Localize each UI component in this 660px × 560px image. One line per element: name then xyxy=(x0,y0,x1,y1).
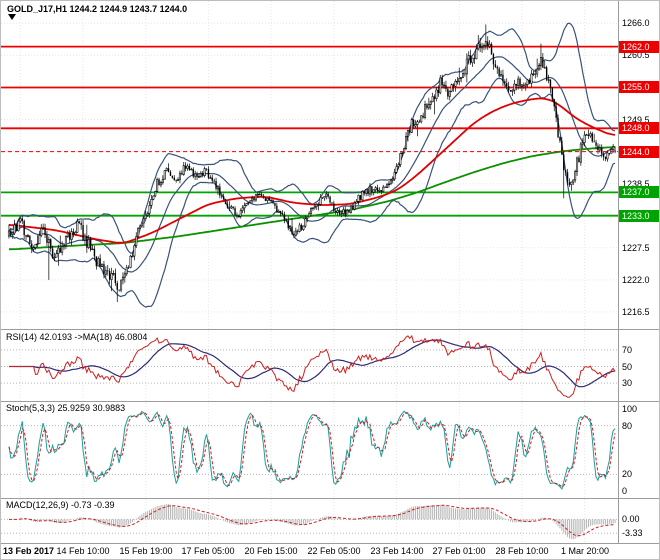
support-resistance-lines[interactable] xyxy=(1,45,619,217)
macd-signal-line xyxy=(9,504,616,537)
rsi-ma-line xyxy=(9,339,615,388)
price-tick-label: 1222.0 xyxy=(622,275,650,285)
rsi-tick-label: 30 xyxy=(622,378,633,388)
price-badge-resistance-1262: 1262.0 xyxy=(619,41,659,53)
macd-tick-label: -3.33 xyxy=(622,528,643,538)
stoch-tick-label: 0 xyxy=(622,486,628,496)
rsi-tick-label: 50 xyxy=(622,362,633,372)
candlesticks xyxy=(7,24,616,302)
price-tick-label: 1260.5 xyxy=(622,50,650,60)
price-tick-label: 1227.5 xyxy=(622,243,650,253)
time-axis-label: 13 Feb 2017 xyxy=(3,546,55,556)
symbol-ohlc-label: GOLD_J17,H1 1244.2 1244.9 1243.7 1244.0 xyxy=(7,4,188,14)
price-tick-label: 1238.5 xyxy=(622,179,650,189)
rsi-tick-label: 70 xyxy=(622,345,633,355)
time-axis-label: 23 Feb 14:00 xyxy=(370,546,424,556)
time-axis-label: 22 Feb 05:00 xyxy=(307,546,361,556)
trend-ma-red xyxy=(8,97,616,244)
price-tick-label: 1266.0 xyxy=(622,18,650,28)
rsi-panel[interactable] xyxy=(1,334,619,398)
stoch-tick-label: 20 xyxy=(622,469,633,479)
slow-ma-green xyxy=(8,146,615,251)
stoch-indicator-label: Stoch(5,3,3) 25.9259 30.9883 xyxy=(6,403,126,413)
stoch-k-line xyxy=(8,410,616,491)
chart-canvas[interactable] xyxy=(1,1,660,544)
time-axis-label: 27 Feb 01:00 xyxy=(432,546,486,556)
time-axis-label: 20 Feb 15:00 xyxy=(244,546,298,556)
chart-shift-marker-icon xyxy=(8,14,16,20)
price-badge-resistance-1255: 1255.0 xyxy=(619,81,659,93)
time-axis-label: 17 Feb 05:00 xyxy=(181,546,235,556)
stochastic-panel[interactable] xyxy=(1,410,619,491)
time-axis-label: 14 Feb 10:00 xyxy=(56,546,110,556)
price-tick-label: 1216.5 xyxy=(622,307,650,317)
macd-panel[interactable] xyxy=(1,504,619,540)
rsi-line xyxy=(9,334,616,398)
price-badge-support-1233: 1233.0 xyxy=(619,210,659,222)
time-axis-label: 28 Feb 10:00 xyxy=(495,546,549,556)
price-badge-resistance-1248: 1248.0 xyxy=(619,122,659,134)
rsi-indicator-label: RSI(14) 42.0193 ->MA(18) 46.0804 xyxy=(6,332,148,342)
panel-dividers xyxy=(1,1,659,544)
grid xyxy=(1,1,619,543)
time-axis-label: 1 Mar 20:00 xyxy=(560,546,610,556)
price-tick-label: 1249.5 xyxy=(622,115,650,125)
price-badge-support-1237: 1237.0 xyxy=(619,186,659,198)
stoch-tick-label: 100 xyxy=(622,404,638,414)
macd-tick-label: 0.00 xyxy=(622,514,640,524)
stoch-d-line xyxy=(8,412,616,488)
time-axis-label: 15 Feb 19:00 xyxy=(119,546,173,556)
current-price-badge: 1244.0 xyxy=(619,146,659,158)
stoch-tick-label: 80 xyxy=(622,421,633,431)
macd-indicator-label: MACD(12,26,9) -0.73 -0.39 xyxy=(6,500,115,510)
